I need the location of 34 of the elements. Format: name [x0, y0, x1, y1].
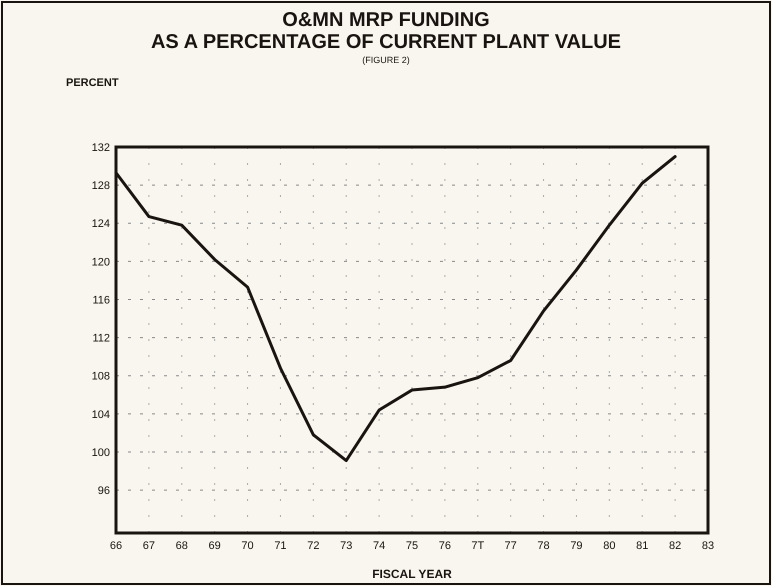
x-tick-label: 83 — [702, 540, 714, 552]
chart-subtitle: AS A PERCENTAGE OF CURRENT PLANT VALUE — [150, 31, 622, 53]
y-tick-label: 128 — [92, 180, 110, 192]
x-tick-label: 73 — [340, 540, 352, 552]
y-tick-label: 104 — [92, 408, 110, 421]
x-tick-label: 77 — [504, 540, 517, 552]
x-tick-label: 68 — [176, 540, 188, 552]
y-tick-label: 124 — [92, 218, 110, 230]
x-tick-label: 75 — [406, 540, 418, 552]
y-tick-label: 96 — [98, 485, 110, 498]
x-tick-label: 81 — [636, 540, 648, 552]
y-tick-label: 116 — [92, 294, 110, 306]
y-tick-label: 120 — [92, 256, 110, 268]
y-tick-label: 112 — [92, 332, 110, 345]
x-tick-label: 67 — [142, 540, 156, 552]
x-tick-label: 74 — [372, 540, 386, 552]
y-axis-title: PERCENT — [66, 77, 119, 89]
x-tick-label: 69 — [208, 540, 221, 552]
text: (FIGURE 2) — [362, 55, 410, 65]
x-tick-label: 71 — [274, 540, 287, 552]
x-tick-label: 80 — [603, 540, 616, 552]
x-tick-label: 82 — [668, 540, 682, 552]
x-tick-label: 66 — [110, 540, 122, 552]
x-tick-label: 79 — [570, 540, 583, 552]
y-tick-label: 100 — [92, 446, 110, 459]
x-tick-label: 70 — [241, 540, 254, 552]
x-tick-label: 7T — [471, 540, 484, 552]
chart-title: O&MN MRP FUNDING — [282, 9, 490, 31]
x-tick-label: 72 — [307, 540, 320, 552]
x-tick-label: 76 — [438, 540, 452, 552]
y-tick-label: 132 — [92, 142, 110, 154]
x-axis-title: FISCAL YEAR — [372, 567, 452, 581]
x-tick-label: 78 — [537, 540, 550, 552]
y-tick-label: 108 — [92, 370, 110, 383]
